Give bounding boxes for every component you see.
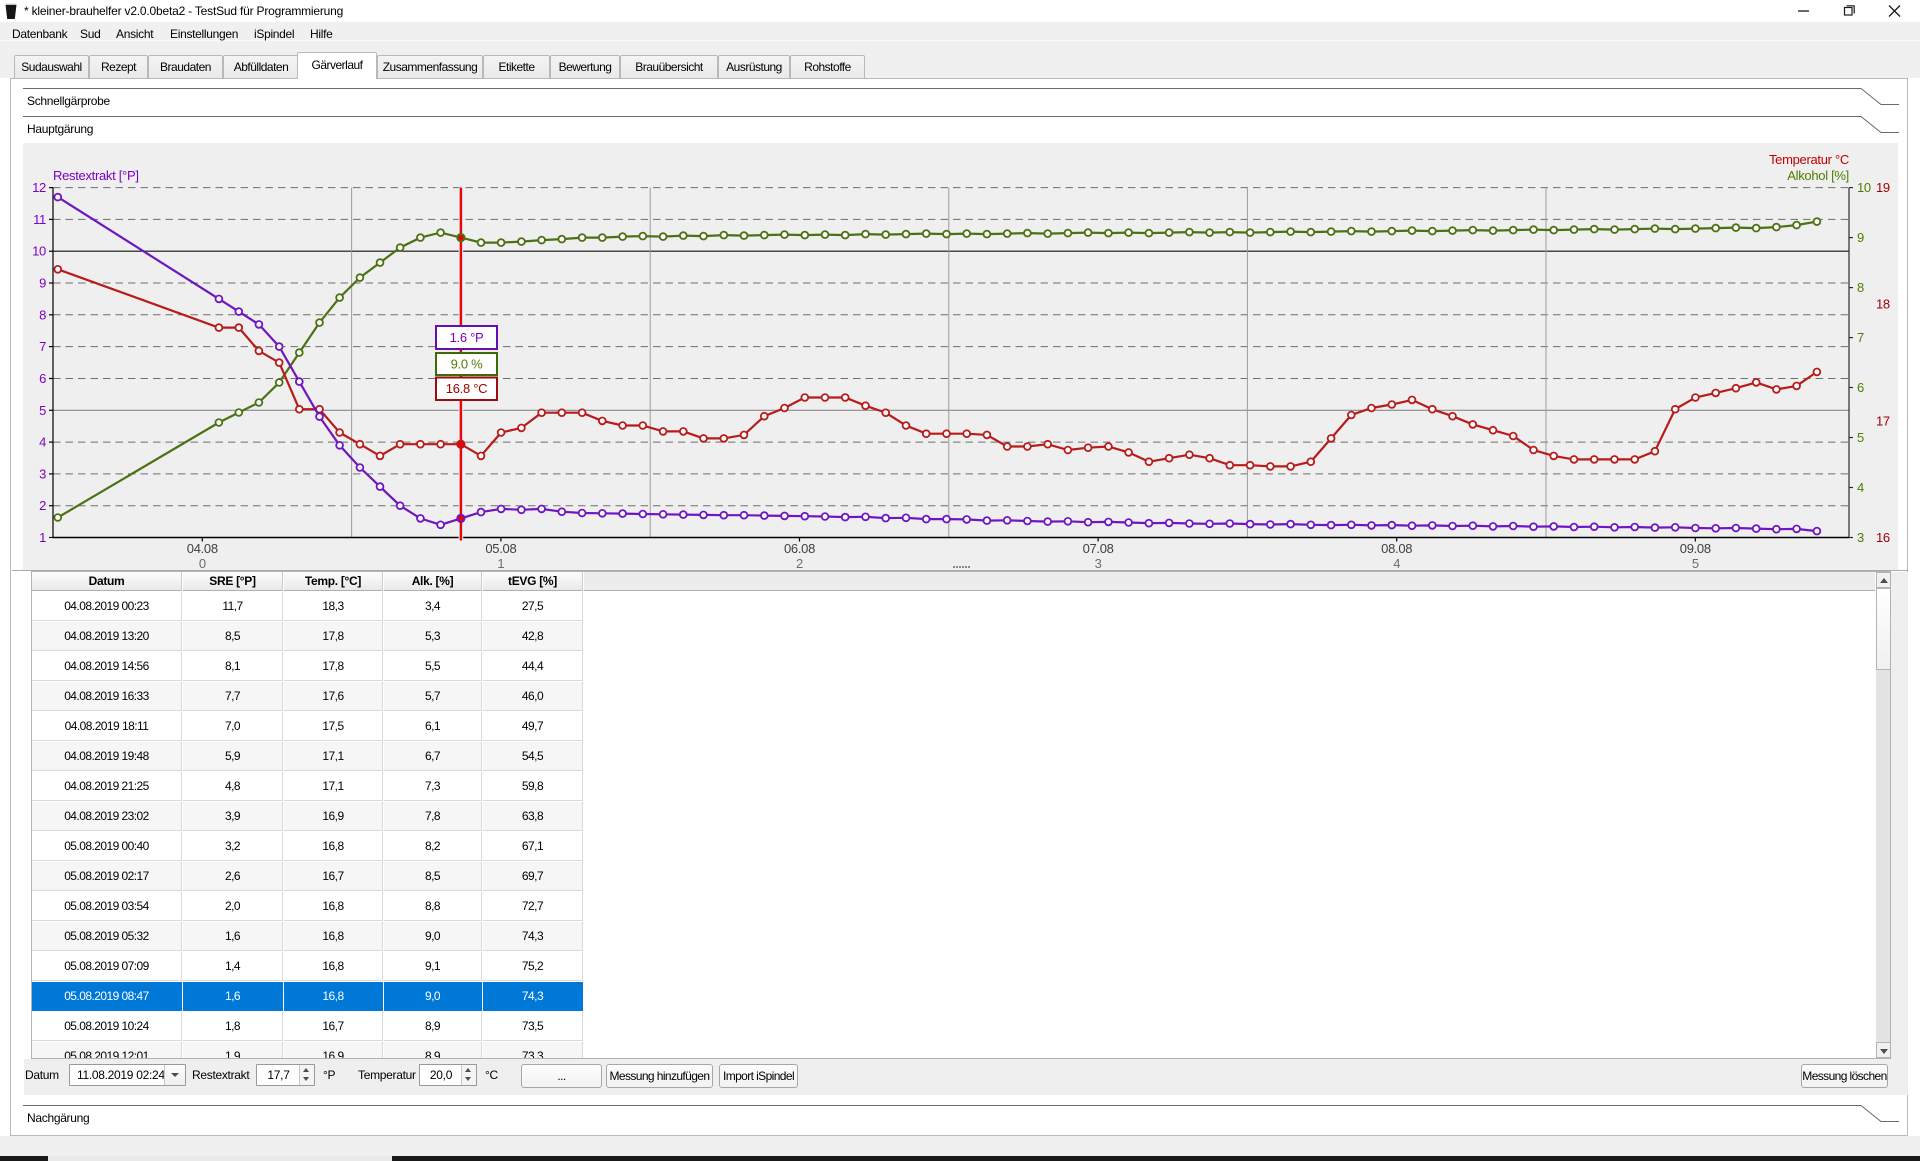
svg-text:04.08: 04.08 bbox=[187, 541, 218, 556]
svg-text:9.0 %: 9.0 % bbox=[451, 357, 483, 372]
svg-text:2: 2 bbox=[39, 498, 46, 513]
svg-text:06.08: 06.08 bbox=[784, 541, 815, 556]
svg-text:Temperatur °C: Temperatur °C bbox=[1769, 152, 1849, 167]
svg-text:11: 11 bbox=[33, 212, 46, 227]
svg-text:9: 9 bbox=[1857, 230, 1864, 245]
svg-text:12: 12 bbox=[32, 180, 46, 195]
svg-text:16: 16 bbox=[1876, 530, 1890, 545]
svg-text:19: 19 bbox=[1876, 180, 1890, 195]
svg-text:4: 4 bbox=[1857, 480, 1864, 495]
svg-text:09.08: 09.08 bbox=[1680, 541, 1711, 556]
svg-text:7: 7 bbox=[39, 339, 46, 354]
svg-text:5: 5 bbox=[1857, 430, 1864, 445]
svg-text:1: 1 bbox=[497, 556, 504, 571]
svg-text:8: 8 bbox=[1857, 280, 1864, 295]
svg-text:07.08: 07.08 bbox=[1083, 541, 1114, 556]
svg-text:Restextrakt [°P]: Restextrakt [°P] bbox=[53, 168, 139, 183]
svg-text:6: 6 bbox=[39, 371, 46, 386]
svg-text:1: 1 bbox=[39, 530, 46, 545]
svg-text:05.08: 05.08 bbox=[485, 541, 516, 556]
svg-text:3: 3 bbox=[39, 466, 46, 481]
svg-text:3: 3 bbox=[1857, 530, 1864, 545]
svg-text:16.8 °C: 16.8 °C bbox=[446, 381, 487, 396]
svg-text:5: 5 bbox=[1692, 556, 1699, 571]
svg-text:1.6 °P: 1.6 °P bbox=[450, 330, 484, 345]
svg-text:10: 10 bbox=[1857, 180, 1871, 195]
svg-text:2: 2 bbox=[796, 556, 803, 571]
svg-text:Alkohol [%]: Alkohol [%] bbox=[1787, 168, 1849, 183]
svg-text:10: 10 bbox=[32, 244, 46, 259]
svg-text:8: 8 bbox=[39, 307, 46, 322]
svg-text:4: 4 bbox=[39, 435, 46, 450]
svg-text:18: 18 bbox=[1876, 297, 1890, 312]
svg-text:9: 9 bbox=[39, 276, 46, 291]
svg-text:17: 17 bbox=[1876, 413, 1890, 428]
svg-text:08.08: 08.08 bbox=[1381, 541, 1412, 556]
svg-text:3: 3 bbox=[1095, 556, 1102, 571]
svg-text:6: 6 bbox=[1857, 380, 1864, 395]
svg-text:0: 0 bbox=[199, 556, 206, 571]
svg-text:7: 7 bbox=[1857, 330, 1864, 345]
svg-text:4: 4 bbox=[1393, 556, 1400, 571]
svg-text:5: 5 bbox=[39, 403, 46, 418]
